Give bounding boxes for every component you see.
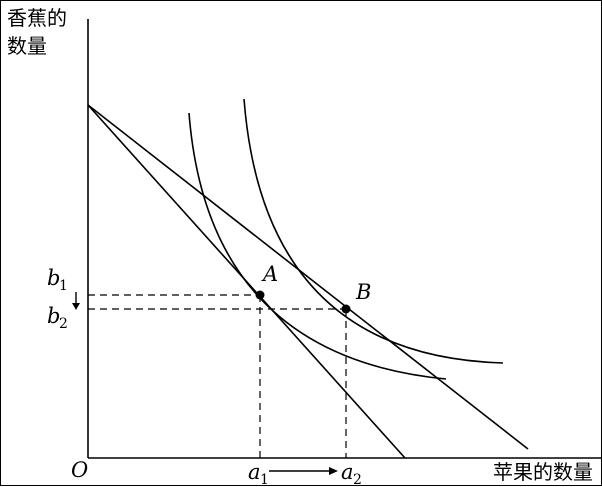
point-A-label: A xyxy=(261,262,278,286)
a1-label: a xyxy=(248,460,261,484)
origin-label: O xyxy=(71,458,88,482)
indifference-curve-1 xyxy=(188,112,447,380)
b-decrease-arrowhead xyxy=(72,303,80,310)
x-axis-label: 苹果的数量 xyxy=(493,460,593,484)
a-increase-arrowhead xyxy=(329,467,338,475)
b1-label: b xyxy=(47,266,60,290)
b2-label: b xyxy=(47,304,60,328)
a2-label: a xyxy=(341,460,354,484)
b1-subscript: 1 xyxy=(59,278,68,294)
point-B xyxy=(341,304,351,314)
y-axis-label-line2: 数量 xyxy=(7,34,47,58)
point-A xyxy=(255,290,265,300)
a1-subscript: 1 xyxy=(260,472,269,487)
indifference-curve-2 xyxy=(243,98,504,364)
a2-subscript: 2 xyxy=(353,472,362,487)
y-axis-label-line1: 香蕉的 xyxy=(7,6,67,30)
b2-subscript: 2 xyxy=(59,316,68,332)
budget-line-flat xyxy=(87,104,529,450)
point-B-label: B xyxy=(355,280,371,304)
